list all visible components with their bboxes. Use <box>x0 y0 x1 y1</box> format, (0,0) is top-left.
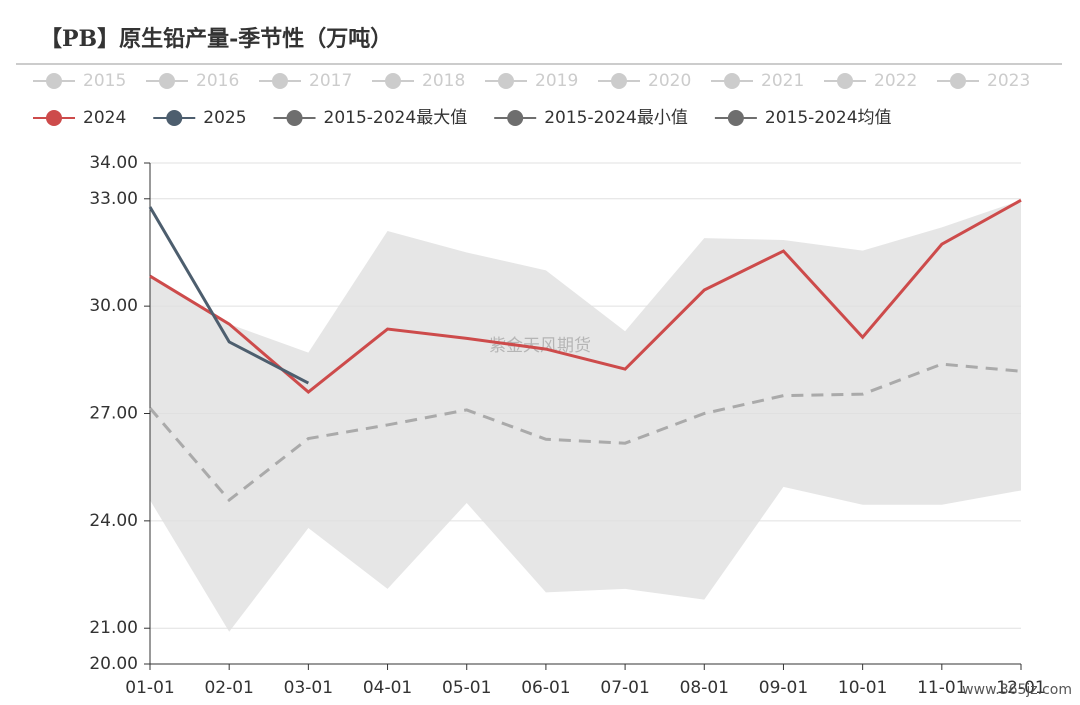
legend-dot <box>507 110 524 126</box>
legend-dot <box>46 73 62 89</box>
legend-dot <box>286 110 303 126</box>
x-tick-label: 11-01 <box>917 678 966 698</box>
legend-dot <box>166 110 183 126</box>
legend-label: 2024 <box>83 108 126 128</box>
legend-dot <box>498 73 514 89</box>
chart-title: 【PB】原生铅产量-季节性（万吨） <box>40 26 392 52</box>
legend-label: 2020 <box>648 71 691 91</box>
y-tick-label: 30.00 <box>89 296 138 316</box>
x-tick-label: 12-01 <box>996 678 1045 698</box>
legend-label: 2016 <box>196 71 239 91</box>
legend-dot <box>611 73 627 89</box>
x-tick-label: 06-01 <box>521 678 570 698</box>
legend-item: 2019 <box>485 71 578 91</box>
legend-item: 2018 <box>372 71 465 91</box>
legend-dot <box>159 73 175 89</box>
x-tick-label: 10-01 <box>838 678 887 698</box>
watermark: 紫金天风期货 <box>489 336 591 356</box>
legend-item: 2024 <box>33 108 126 128</box>
legend-item: 2015 <box>33 71 126 91</box>
legend-label: 2022 <box>874 71 917 91</box>
legend-label: 2021 <box>761 71 804 91</box>
legend-dot <box>727 110 744 126</box>
legend-label: 2023 <box>987 71 1030 91</box>
y-tick-label: 24.00 <box>89 511 138 531</box>
legend-item: 2016 <box>146 71 239 91</box>
legend-item: 2015-2024均值 <box>714 108 892 128</box>
x-tick-label: 01-01 <box>125 678 174 698</box>
y-tick-label: 33.00 <box>89 189 138 209</box>
x-tick-label: 04-01 <box>363 678 412 698</box>
y-tick-label: 20.00 <box>89 654 138 674</box>
y-tick-label: 21.00 <box>89 618 138 638</box>
legend-label: 2025 <box>203 108 246 128</box>
legend-label: 2015-2024最小值 <box>544 108 688 128</box>
series-line <box>148 206 310 385</box>
x-tick-label: 05-01 <box>442 678 491 698</box>
legend-dot <box>272 73 288 89</box>
series-line <box>149 198 1022 394</box>
x-tick-label: 07-01 <box>600 678 649 698</box>
legend-label: 2019 <box>535 71 578 91</box>
site-watermark: www.365jz.com <box>962 682 1072 698</box>
legend-item: 2015-2024最大值 <box>273 108 468 128</box>
legend-label: 2018 <box>422 71 465 91</box>
legend-label: 2015 <box>83 71 126 91</box>
series-line <box>148 362 1022 503</box>
x-tick-label: 09-01 <box>759 678 808 698</box>
legend-label: 2015-2024最大值 <box>324 108 468 128</box>
range-band <box>150 200 1021 632</box>
legend-item: 2020 <box>598 71 691 91</box>
y-tick-label: 27.00 <box>89 404 138 424</box>
x-tick-label: 02-01 <box>204 678 253 698</box>
x-tick-label: 03-01 <box>284 678 333 698</box>
legend-label: 2017 <box>309 71 352 91</box>
y-tick-label: 34.00 <box>89 153 138 173</box>
x-tick-label: 08-01 <box>680 678 729 698</box>
legend-item: 2021 <box>711 71 804 91</box>
legend-item: 2015-2024最小值 <box>494 108 688 128</box>
legend-dot <box>46 110 62 126</box>
legend-item: 2023 <box>937 71 1030 91</box>
legend-dot <box>950 73 966 89</box>
legend-dot <box>724 73 740 89</box>
legend-dot <box>385 73 401 89</box>
legend-dot <box>837 73 853 89</box>
legend-item: 2017 <box>259 71 352 91</box>
legend-item: 2025 <box>153 108 247 128</box>
legend-item: 2022 <box>824 71 917 91</box>
legend-label: 2015-2024均值 <box>765 108 892 128</box>
